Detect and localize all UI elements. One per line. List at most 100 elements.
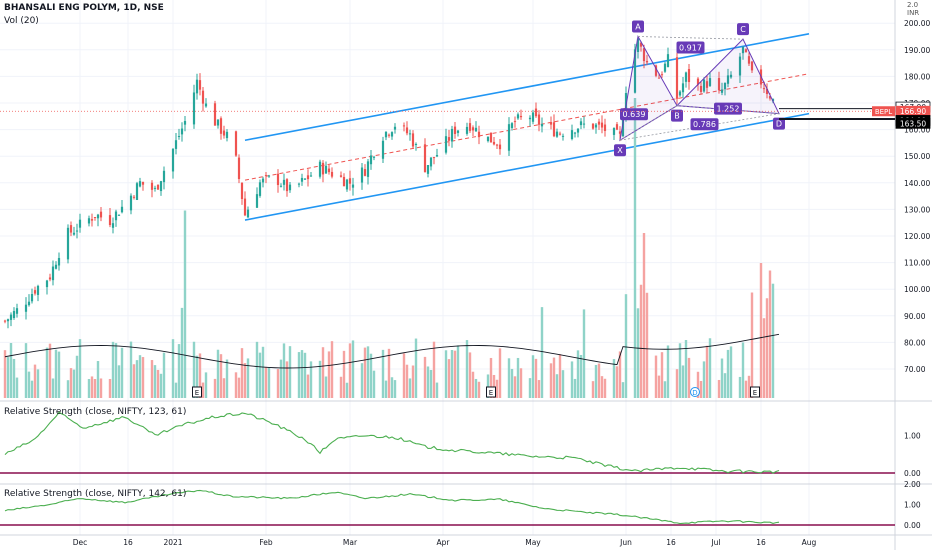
candle-body xyxy=(192,92,196,125)
volume-bar xyxy=(279,359,283,398)
pattern-point-label: C xyxy=(740,25,746,34)
price-badge-1[interactable]: BEPL 166.90 xyxy=(872,105,931,117)
volume-bar xyxy=(171,339,175,398)
candle-body xyxy=(687,69,691,83)
volume-bar xyxy=(216,349,220,398)
volume-bar xyxy=(450,350,454,398)
volume-bar xyxy=(156,369,160,398)
candle-body xyxy=(99,211,103,218)
pattern-point-label: D xyxy=(776,120,782,129)
pattern-ratio-2[interactable]: 1.252 xyxy=(714,102,742,115)
pattern-ratio-3[interactable]: 0.786 xyxy=(690,118,719,131)
rs2-title[interactable]: Relative Strength (close, NIFTY, 142, 61… xyxy=(4,489,187,499)
volume-bar xyxy=(456,345,460,398)
volume-bar xyxy=(519,368,523,398)
price-tick-label: 180.00 xyxy=(904,72,930,81)
volume-bar xyxy=(150,360,154,398)
volume-bar xyxy=(201,382,205,398)
volume-bar xyxy=(348,343,352,398)
rs1-tick-label: 1.00 xyxy=(904,432,921,441)
volume-bar xyxy=(534,358,538,398)
harmonic-pattern[interactable]: 0.917 0.639 1.252 0.786 X A B C D xyxy=(0,20,895,157)
candle xyxy=(456,129,460,137)
candle-body xyxy=(114,211,118,221)
event-marker-2[interactable]: D xyxy=(690,387,700,398)
price-tick-label: 150.00 xyxy=(904,152,930,161)
price-suffix: 2.0 xyxy=(907,1,919,9)
axes: 200.00190.00180.00170.00160.00150.00140.… xyxy=(73,19,931,547)
pattern-point-x[interactable]: X xyxy=(614,144,626,157)
candle xyxy=(738,52,742,84)
channel-upper-line[interactable] xyxy=(244,33,810,142)
volume-bar xyxy=(342,350,346,398)
event-marker-3[interactable]: E xyxy=(750,386,760,398)
pattern-ratio-1[interactable]: 0.639 xyxy=(620,108,648,121)
pattern-ratio-0[interactable]: 0.917 xyxy=(676,41,705,54)
candle-body xyxy=(474,127,478,132)
candle xyxy=(474,121,478,132)
candle-body xyxy=(450,128,454,142)
candle xyxy=(681,76,685,99)
price-badge-3[interactable]: 163.50 xyxy=(895,117,931,129)
volume-bar xyxy=(579,354,583,398)
volume-bar xyxy=(654,355,658,398)
event-marker-1[interactable]: E xyxy=(486,386,496,398)
candle-body xyxy=(174,140,178,149)
volume-bar xyxy=(180,307,184,398)
candle xyxy=(135,181,139,201)
candle-body xyxy=(261,178,265,183)
volume-bar xyxy=(300,350,304,398)
volume-bar xyxy=(429,369,433,398)
volume-bar xyxy=(639,284,643,398)
channel-middle-line[interactable] xyxy=(244,73,810,181)
volume-bar xyxy=(513,376,517,398)
volume-bar xyxy=(255,341,259,398)
candle-body xyxy=(309,175,313,177)
regression-channel[interactable] xyxy=(244,33,810,221)
volume-bar xyxy=(660,352,664,398)
volume-bar xyxy=(603,378,607,398)
candle xyxy=(351,177,355,196)
candle-body xyxy=(30,293,34,302)
candle-body xyxy=(726,75,730,84)
candle-body xyxy=(288,184,292,191)
pattern-point-c[interactable]: C xyxy=(737,23,749,36)
currency-label[interactable]: INR xyxy=(907,9,920,17)
event-marker-0[interactable]: E xyxy=(192,386,202,398)
volume-bar xyxy=(339,376,343,398)
volume-bar xyxy=(363,347,367,398)
volume-bar xyxy=(738,376,742,398)
candle xyxy=(612,127,616,141)
candle-body xyxy=(276,173,280,186)
volume-bar xyxy=(726,349,730,398)
rs1-title[interactable]: Relative Strength (close, NIFTY, 123, 61… xyxy=(4,407,187,417)
volume-title[interactable]: Vol (20) xyxy=(4,16,39,26)
candle-body xyxy=(216,119,220,126)
symbol-title[interactable]: BHANSALI ENG POLYM, 1D, NSE xyxy=(4,3,164,13)
pattern-point-d[interactable]: D xyxy=(773,117,785,130)
volume-bar xyxy=(183,210,187,398)
candle-body xyxy=(297,183,301,185)
channel-lower-line[interactable] xyxy=(244,112,810,221)
candle-body xyxy=(78,219,82,228)
candle xyxy=(444,128,448,155)
pattern-point-a[interactable]: A xyxy=(632,20,644,33)
volume-bar xyxy=(636,308,640,398)
volume-bar xyxy=(246,358,250,398)
candle xyxy=(141,181,145,191)
volume-bar xyxy=(36,369,40,398)
volume-bar xyxy=(351,340,355,398)
candle-body xyxy=(411,133,415,147)
pattern-ratio-line-2 xyxy=(676,105,780,115)
price-badge-label: 163.50 xyxy=(900,119,926,128)
candle-body xyxy=(705,81,709,88)
pattern-point-b[interactable]: B xyxy=(671,109,683,122)
candle xyxy=(702,77,706,93)
candle xyxy=(222,125,226,139)
candle xyxy=(300,173,304,186)
candle xyxy=(579,118,583,130)
candle xyxy=(729,71,733,79)
candle xyxy=(285,178,289,197)
volume-bar xyxy=(318,360,322,398)
candle-body xyxy=(492,141,496,145)
